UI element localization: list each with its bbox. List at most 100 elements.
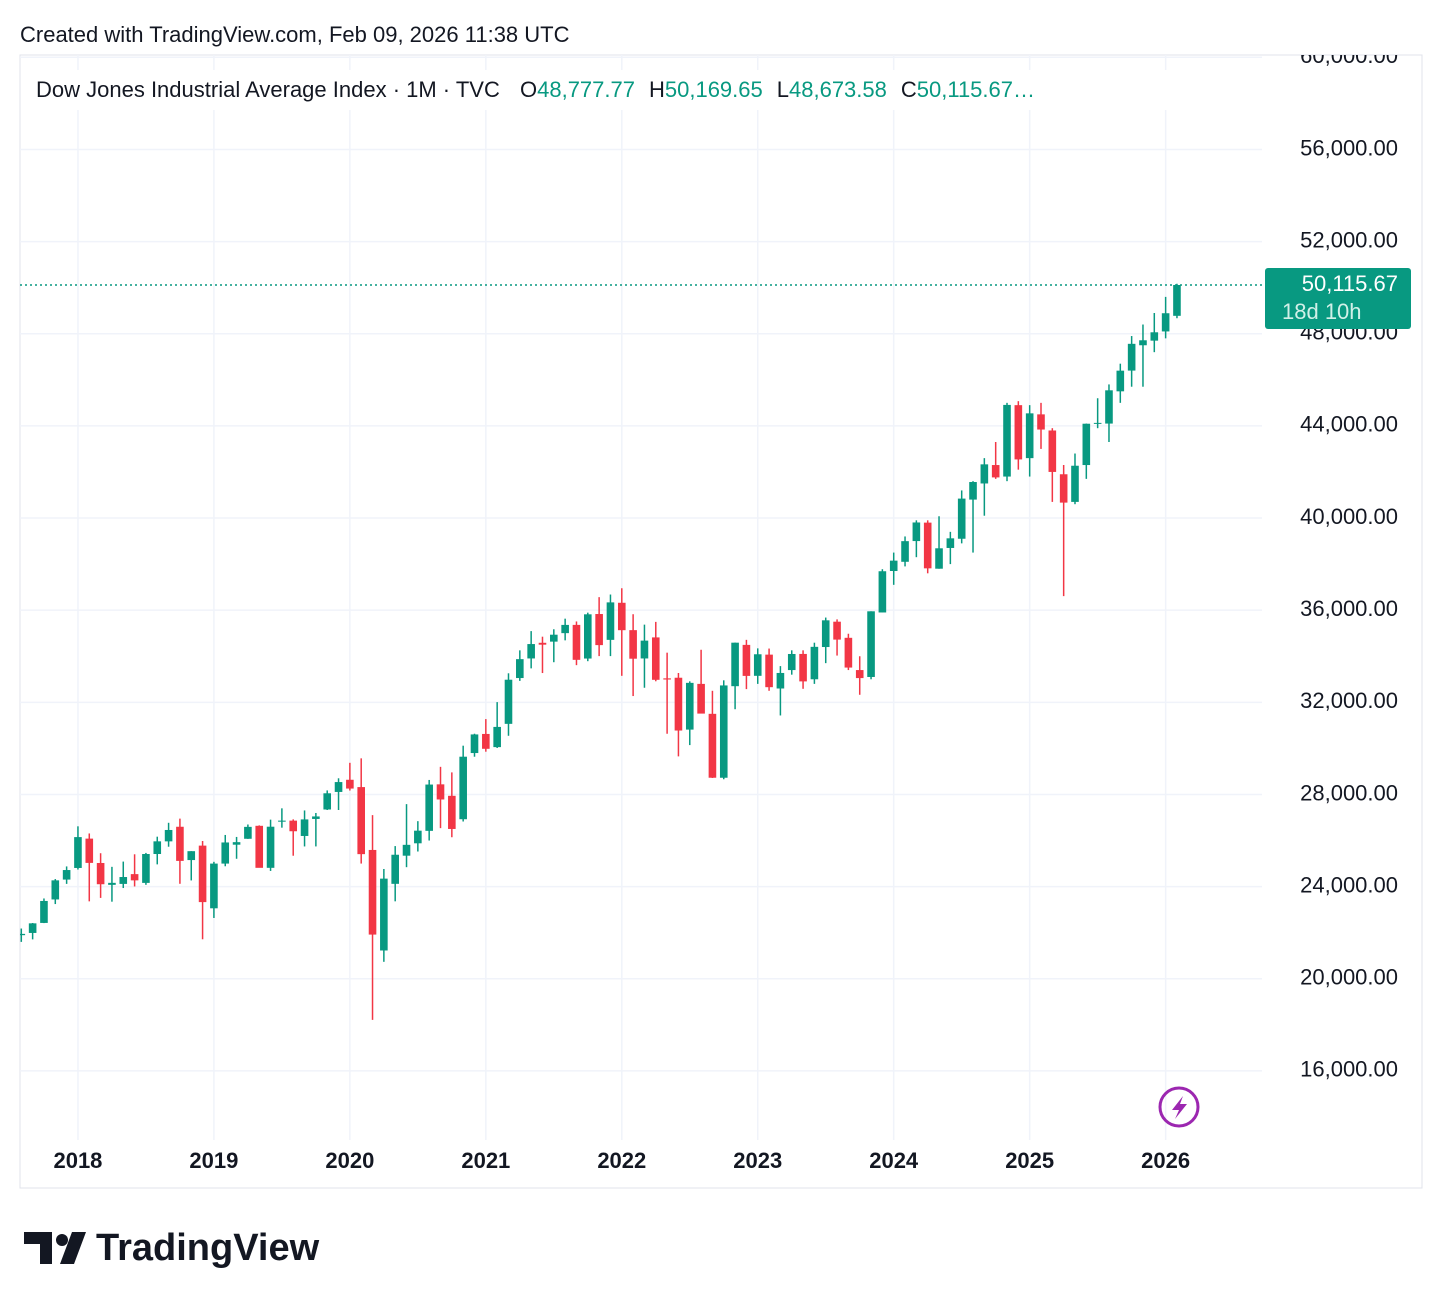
candle-body — [51, 880, 60, 900]
candle-body — [1071, 465, 1079, 502]
candle-body — [629, 630, 637, 659]
candle-body — [527, 644, 535, 659]
candle-body — [266, 826, 275, 868]
candle-body — [640, 640, 649, 659]
candle-body — [1116, 370, 1125, 392]
candle-body — [96, 862, 105, 885]
candle-body — [584, 614, 592, 659]
candle-body — [470, 734, 479, 754]
candle-body — [119, 877, 128, 884]
candle-body — [368, 849, 377, 935]
candle-body — [187, 851, 196, 861]
y-tick-label: 16,000.00 — [1300, 1057, 1398, 1082]
candle-body — [912, 522, 921, 542]
candle-body — [1093, 422, 1102, 424]
price-tag-bg — [1265, 267, 1411, 329]
candle-body — [935, 548, 943, 569]
candle-body — [74, 837, 82, 868]
candle-body — [606, 602, 615, 640]
logo-mark — [24, 1232, 52, 1264]
ohlc-prefix: L — [777, 77, 789, 102]
x-tick-label: 2025 — [1005, 1148, 1054, 1173]
y-tick-label: 56,000.00 — [1300, 135, 1398, 160]
candle-body — [617, 602, 626, 631]
legend-bg — [28, 70, 1168, 110]
candle-body — [164, 829, 173, 842]
candle-body — [1082, 423, 1091, 466]
candle-body — [753, 654, 762, 676]
countdown: 18d 10h — [1282, 299, 1362, 324]
logo: TradingView — [24, 1227, 320, 1269]
candle-body — [198, 845, 207, 903]
ohlc-prefix: C — [901, 77, 917, 102]
candle-body — [889, 560, 898, 572]
x-tick-label: 2023 — [733, 1148, 782, 1173]
symbol-title: Dow Jones Industrial Average Index · 1M … — [36, 77, 500, 102]
ohlc-prefix: O — [520, 77, 537, 102]
candle-body — [1003, 404, 1011, 477]
candle-body — [923, 522, 932, 569]
ohlc-value: 50,169.65 — [665, 77, 763, 102]
candle-body — [1150, 332, 1159, 341]
price-tag: 50,115.67 18d 10h — [1265, 267, 1411, 329]
candle-body — [210, 863, 218, 909]
candle-body — [663, 678, 671, 680]
candle-body — [538, 642, 547, 645]
candle-body — [1014, 405, 1023, 460]
candle-body — [561, 624, 569, 634]
candle-body — [1059, 474, 1068, 503]
candle-body — [516, 659, 524, 679]
ohlc-value: 50,115.67… — [917, 77, 1035, 102]
candle-body — [833, 621, 841, 640]
candle-body — [289, 820, 298, 832]
y-tick-label: 60,000.00 — [1300, 43, 1398, 68]
candle-body — [380, 878, 388, 951]
x-tick-label: 2021 — [461, 1148, 510, 1173]
candle-body — [62, 870, 71, 880]
brand: TradingView — [96, 1227, 320, 1269]
y-axis: 16,000.00 20,000.00 24,000.00 28,000.00 32,0… — [1300, 43, 1398, 1082]
y-tick-label: 32,000.00 — [1300, 688, 1398, 713]
candle-body — [300, 819, 309, 836]
candle-body — [1139, 340, 1147, 346]
candle-body — [436, 784, 445, 800]
candle-body — [731, 642, 739, 687]
candle-body — [425, 784, 433, 831]
y-tick-label: 28,000.00 — [1300, 780, 1398, 805]
chart-frame — [19, 54, 1423, 1189]
candle-body — [504, 679, 513, 724]
x-axis: 2018 2019 2020 2021 2022 2023 2024 2025 2026 — [53, 1148, 1190, 1173]
logo-mark — [60, 1232, 86, 1264]
candle-body — [391, 854, 399, 884]
candle-body — [946, 538, 955, 548]
credit: Created with TradingView.com, Feb 09, 20… — [20, 22, 570, 47]
candle-body — [346, 779, 354, 789]
snap-icon[interactable] — [1158, 1086, 1200, 1128]
x-tick-label: 2024 — [869, 1148, 919, 1173]
y-tick-label: 36,000.00 — [1300, 596, 1398, 621]
y-tick-label: 52,000.00 — [1300, 227, 1398, 252]
candle-body — [244, 826, 252, 839]
candle-body — [1025, 413, 1034, 459]
candle-body — [255, 825, 264, 868]
candle-body — [1048, 430, 1057, 472]
candle-body — [844, 637, 853, 668]
candle-body — [414, 830, 422, 844]
legend: Dow Jones Industrial Average Index · 1M … — [28, 70, 1168, 110]
ohlc-value: 48,673.58 — [789, 77, 887, 102]
candle-body — [221, 842, 230, 864]
x-tick-label: 2026 — [1141, 1148, 1190, 1173]
candle-body — [1037, 414, 1045, 430]
x-tick-label: 2020 — [325, 1148, 374, 1173]
logo-dot — [56, 1234, 68, 1246]
candle-body — [787, 653, 796, 671]
candle-body — [765, 654, 773, 688]
candle-body — [1105, 390, 1113, 424]
x-tick-label: 2019 — [189, 1148, 238, 1173]
candle-body — [232, 842, 241, 845]
x-tick-label: 2018 — [53, 1148, 102, 1173]
candle-body — [20, 933, 26, 936]
candle-body — [878, 571, 887, 613]
y-tick-label: 40,000.00 — [1300, 504, 1398, 529]
